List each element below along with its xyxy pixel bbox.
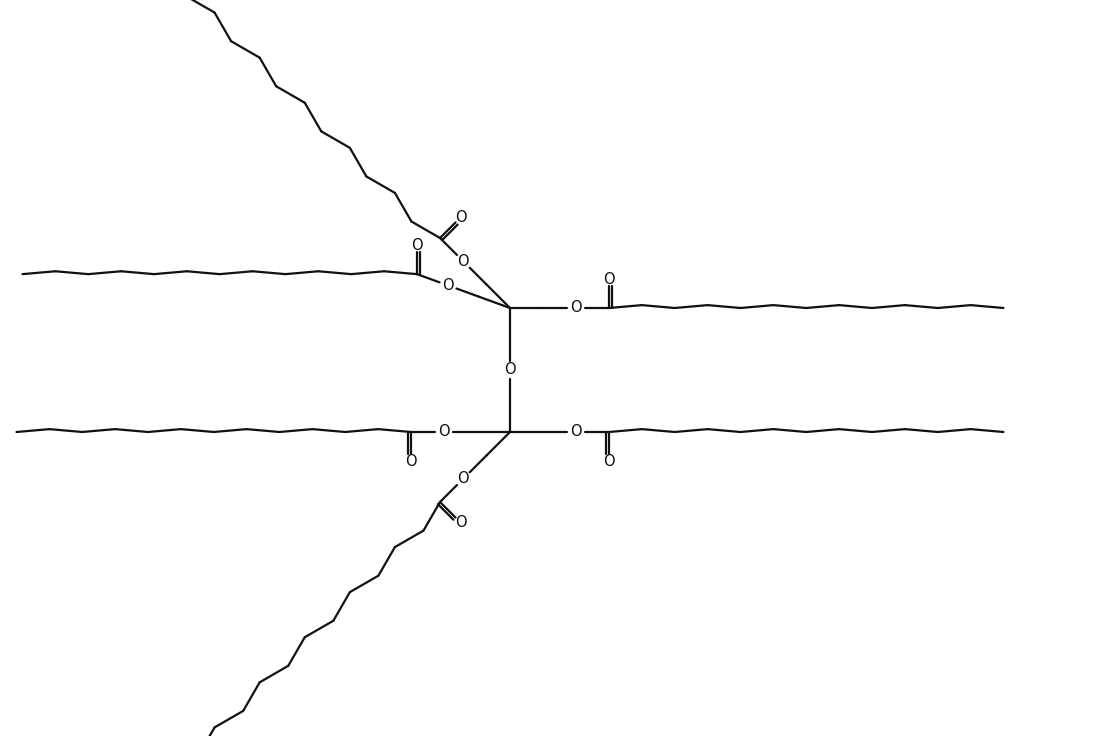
Text: O: O: [504, 363, 516, 378]
Text: O: O: [603, 453, 615, 469]
Text: O: O: [570, 300, 581, 316]
Text: O: O: [458, 471, 469, 486]
Text: O: O: [411, 238, 423, 252]
Text: O: O: [405, 453, 416, 469]
Text: O: O: [603, 272, 615, 286]
Text: O: O: [454, 210, 466, 225]
Text: O: O: [454, 515, 466, 530]
Text: O: O: [570, 425, 581, 439]
Text: O: O: [442, 278, 454, 293]
Text: O: O: [439, 425, 450, 439]
Text: O: O: [458, 254, 469, 269]
